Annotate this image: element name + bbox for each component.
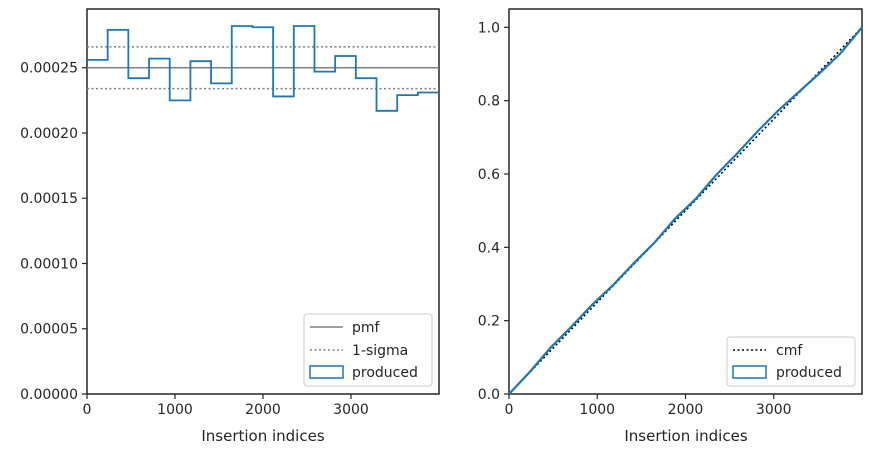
right-legend-box	[726, 336, 856, 387]
right-y-tick-label: 0.0	[478, 387, 500, 403]
produced-cumulative-series	[508, 26, 863, 395]
left-x-tick-label: 2000	[245, 402, 281, 418]
left-y-tick-label: 0.00015	[20, 191, 78, 207]
legend-cmf-label: cmf	[776, 343, 803, 359]
produced-series	[87, 25, 439, 112]
right-legend: cmf produced	[726, 336, 856, 387]
left-x-tick-label: 0	[83, 402, 92, 418]
right-y-tick-label: 0.2	[478, 314, 500, 330]
left-ticks: 0 1000 2000 3000 0.00000 0.00005 0.00010 0.0001…	[20, 61, 369, 418]
right-x-tick-label: 1000	[579, 402, 615, 418]
left-legend-box	[303, 313, 433, 387]
legend-1-sigma-label: 1-sigma	[352, 343, 408, 359]
legend-produced-label: produced	[352, 365, 418, 381]
left-x-tick-label: 1000	[157, 402, 193, 418]
right-y-tick-label: 0.8	[478, 94, 500, 110]
legend-produced-swatch	[309, 365, 344, 379]
left-y-tick-label: 0.00025	[20, 61, 78, 77]
right-y-tick-label: 0.6	[478, 167, 500, 183]
left-marks	[87, 25, 439, 112]
right-marks	[508, 26, 863, 395]
legend-pmf-label: pmf	[352, 320, 381, 336]
right-ticks: 0 1000 2000 3000 0.0 0.2 0.4 0.6 0.8 1.0	[478, 20, 792, 418]
left-x-axis-label: Insertion indices	[201, 427, 324, 445]
legend-produced-label-right: produced	[776, 365, 842, 381]
left-y-tick-label: 0.00005	[20, 322, 78, 338]
left-panel: 0 1000 2000 3000 0.00000 0.00005 0.00010 0.0001…	[20, 8, 440, 445]
right-x-axis-label: Insertion indices	[624, 427, 747, 445]
left-y-tick-label: 0.00000	[20, 387, 78, 403]
right-x-tick-label: 3000	[756, 402, 792, 418]
right-x-tick-label: 2000	[668, 402, 704, 418]
left-x-tick-label: 3000	[333, 402, 369, 418]
right-y-tick-label: 1.0	[478, 20, 500, 36]
right-y-tick-label: 0.4	[478, 240, 500, 256]
legend-produced-swatch-right	[732, 365, 767, 379]
left-y-tick-label: 0.00010	[20, 256, 78, 272]
left-y-tick-label: 0.00020	[20, 126, 78, 142]
left-legend: pmf 1-sigma produced	[303, 313, 433, 387]
right-panel: 0 1000 2000 3000 0.0 0.2 0.4 0.6 0.8 1.0 Insertio…	[478, 8, 863, 445]
right-x-tick-label: 0	[505, 402, 514, 418]
